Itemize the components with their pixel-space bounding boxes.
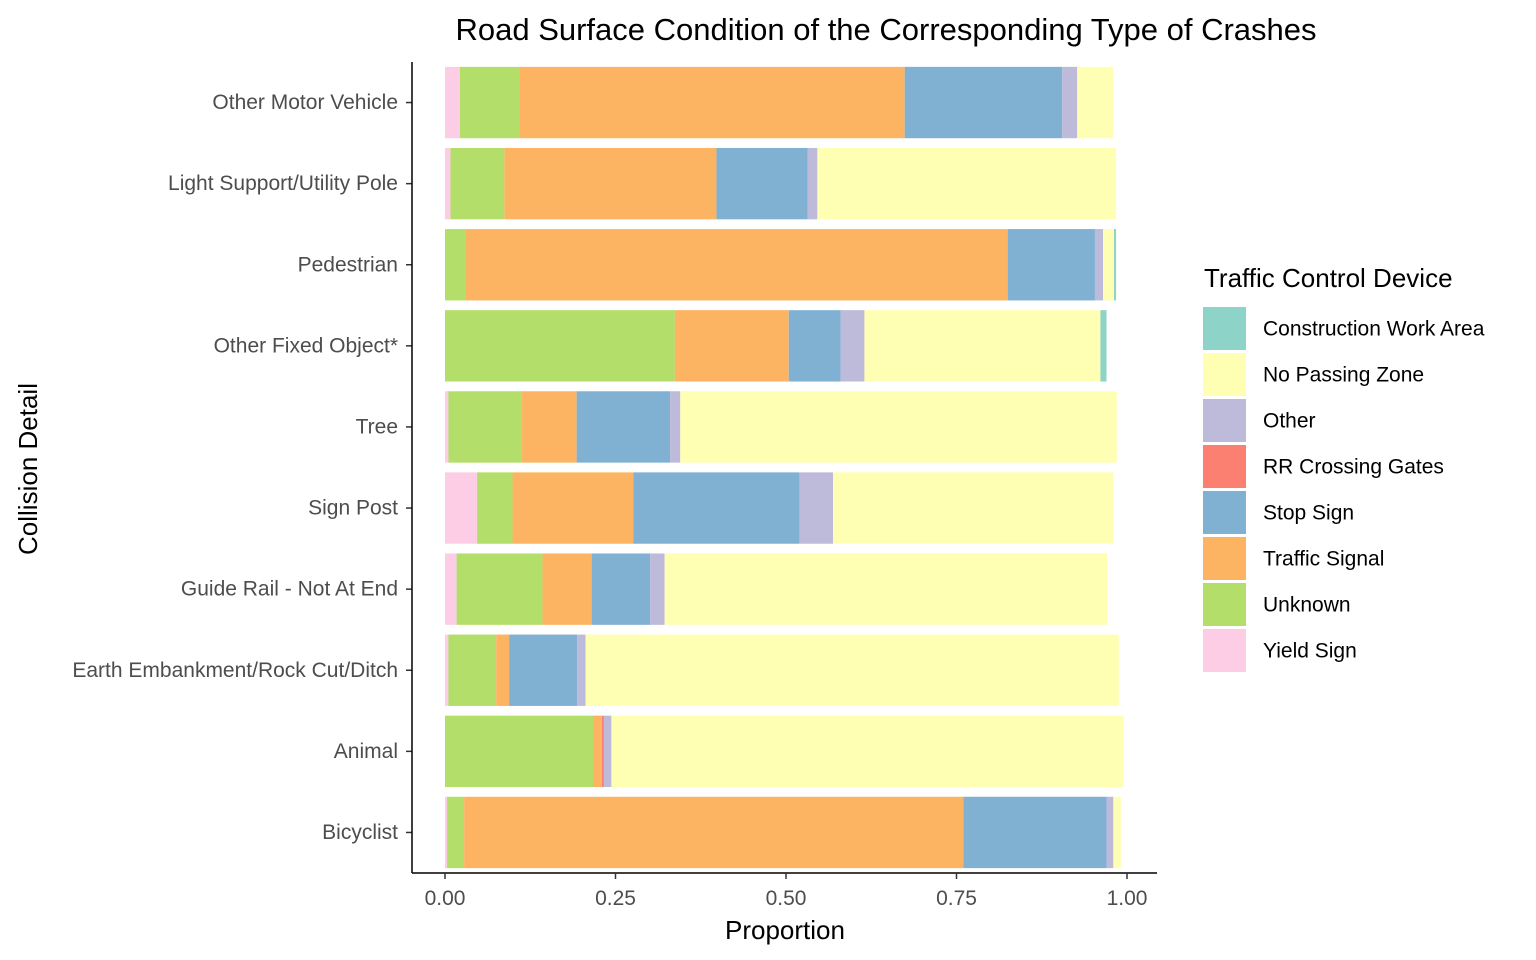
bar-segment-other-motor-vehicle-other bbox=[1062, 66, 1078, 139]
bar-segment-sign-post-stop-sign bbox=[633, 472, 800, 544]
bar-segment-animal-no-passing-zone bbox=[611, 715, 1124, 788]
bar-segment-animal-traffic-signal bbox=[592, 715, 602, 788]
y-tick-label: Other Fixed Object* bbox=[214, 334, 398, 357]
legend-title: Traffic Control Device bbox=[1204, 263, 1453, 293]
bar-segment-tree-traffic-signal bbox=[521, 391, 577, 463]
legend-label: Other bbox=[1263, 410, 1316, 433]
bar-segment-pedestrian-unknown bbox=[445, 229, 466, 301]
y-tick-label: Tree bbox=[356, 415, 398, 438]
bar-segment-other-fixed-object-traffic-signal bbox=[674, 310, 789, 382]
x-tick-label: 1.00 bbox=[1107, 887, 1148, 910]
bar-segment-tree-stop-sign bbox=[576, 391, 671, 463]
bar-segment-light-support-utility-pole-unknown bbox=[450, 147, 505, 220]
y-axis-title: Collision Detail bbox=[13, 383, 43, 555]
bar-segment-pedestrian-stop-sign bbox=[1007, 229, 1095, 301]
bar-segment-other-motor-vehicle-no-passing-zone bbox=[1077, 66, 1114, 139]
x-tick-label: 0.00 bbox=[425, 887, 466, 910]
legend: Traffic Control Device Construction Work… bbox=[1203, 263, 1485, 672]
bar-segment-earth-embankment-rock-cut-ditch-other bbox=[577, 634, 586, 706]
bar-segment-other-motor-vehicle-stop-sign bbox=[904, 66, 1063, 139]
bar-segment-sign-post-unknown bbox=[477, 472, 513, 544]
bar-segment-other-fixed-object-no-passing-zone bbox=[864, 310, 1101, 382]
bar-segment-light-support-utility-pole-no-passing-zone bbox=[817, 147, 1117, 220]
y-tick-label: Guide Rail - Not At End bbox=[181, 578, 398, 601]
bar-segment-other-motor-vehicle-unknown bbox=[460, 66, 521, 139]
bar-segment-guide-rail-not-at-end-stop-sign bbox=[591, 553, 651, 625]
y-tick-label: Sign Post bbox=[308, 497, 398, 520]
legend-label: Unknown bbox=[1263, 594, 1351, 617]
y-axis: Other Motor Vehicle Light Support/Utility… bbox=[72, 62, 413, 873]
bar-segment-animal-other bbox=[603, 715, 612, 788]
x-tick-label: 0.50 bbox=[766, 887, 807, 910]
legend-label: RR Crossing Gates bbox=[1263, 456, 1444, 479]
bar-segment-earth-embankment-rock-cut-ditch-stop-sign bbox=[509, 634, 578, 706]
y-tick-label: Animal bbox=[334, 740, 398, 763]
bar-segment-other-fixed-object-other bbox=[840, 310, 865, 382]
bar-segment-sign-post-traffic-signal bbox=[512, 472, 634, 544]
bar-segment-tree-yield-sign bbox=[445, 391, 449, 463]
legend-label: Construction Work Area bbox=[1263, 318, 1485, 341]
bar-segment-bicyclist-yield-sign bbox=[445, 796, 448, 869]
bar-segment-guide-rail-not-at-end-other bbox=[650, 553, 665, 625]
y-tick-label: Pedestrian bbox=[298, 253, 398, 276]
legend-swatch-construction-work-area bbox=[1203, 307, 1246, 350]
y-tick-label: Earth Embankment/Rock Cut/Ditch bbox=[72, 659, 398, 682]
y-tick-label: Other Motor Vehicle bbox=[212, 91, 398, 114]
bars-layer bbox=[445, 66, 1124, 869]
bar-segment-sign-post-no-passing-zone bbox=[833, 472, 1114, 544]
bar-segment-guide-rail-not-at-end-unknown bbox=[456, 553, 543, 625]
bar-segment-tree-unknown bbox=[448, 391, 522, 463]
bar-segment-earth-embankment-rock-cut-ditch-no-passing-zone bbox=[585, 634, 1119, 706]
bar-segment-pedestrian-traffic-signal bbox=[465, 229, 1008, 301]
bar-segment-animal-unknown bbox=[445, 715, 593, 788]
chart-title: Road Surface Condition of the Correspond… bbox=[455, 12, 1316, 47]
y-tick-label: Bicyclist bbox=[322, 821, 398, 844]
legend-swatch-other bbox=[1203, 399, 1246, 442]
bar-segment-earth-embankment-rock-cut-ditch-traffic-signal bbox=[496, 634, 510, 706]
bar-segment-guide-rail-not-at-end-yield-sign bbox=[445, 553, 457, 625]
legend-swatch-rr-crossing-gates bbox=[1203, 445, 1246, 488]
bar-segment-pedestrian-no-passing-zone bbox=[1103, 229, 1115, 301]
bar-segment-animal-rr-crossing-gates bbox=[601, 715, 604, 788]
legend-label: Yield Sign bbox=[1263, 640, 1357, 663]
bar-segment-sign-post-other bbox=[799, 472, 834, 544]
legend-label: Stop Sign bbox=[1263, 502, 1354, 525]
bar-segment-other-fixed-object-stop-sign bbox=[788, 310, 841, 382]
bar-segment-earth-embankment-rock-cut-ditch-yield-sign bbox=[445, 634, 449, 706]
legend-swatch-stop-sign bbox=[1203, 491, 1246, 534]
legend-label: Traffic Signal bbox=[1263, 548, 1384, 571]
bar-segment-other-fixed-object-unknown bbox=[445, 310, 675, 382]
bar-segment-pedestrian-other bbox=[1094, 229, 1104, 301]
legend-swatch-yield-sign bbox=[1203, 629, 1246, 672]
bar-segment-tree-no-passing-zone bbox=[680, 391, 1117, 463]
legend-swatch-no-passing-zone bbox=[1203, 353, 1246, 396]
bar-segment-earth-embankment-rock-cut-ditch-unknown bbox=[448, 634, 497, 706]
x-tick-label: 0.75 bbox=[936, 887, 977, 910]
bar-segment-bicyclist-traffic-signal bbox=[464, 796, 964, 869]
bar-segment-bicyclist-other bbox=[1106, 796, 1114, 869]
bar-segment-tree-other bbox=[670, 391, 681, 463]
bar-segment-light-support-utility-pole-stop-sign bbox=[716, 147, 808, 220]
legend-swatch-traffic-signal bbox=[1203, 537, 1246, 580]
x-tick-label: 0.25 bbox=[595, 887, 636, 910]
bar-segment-light-support-utility-pole-traffic-signal bbox=[504, 147, 717, 220]
bar-segment-other-motor-vehicle-traffic-signal bbox=[520, 66, 905, 139]
bar-segment-light-support-utility-pole-yield-sign bbox=[445, 147, 451, 220]
x-axis-title: Proportion bbox=[725, 915, 845, 945]
bar-segment-light-support-utility-pole-other bbox=[807, 147, 818, 220]
bar-segment-pedestrian-construction-work-area bbox=[1114, 229, 1117, 301]
bar-segment-bicyclist-unknown bbox=[447, 796, 465, 869]
legend-label: No Passing Zone bbox=[1263, 364, 1424, 387]
y-tick-label: Light Support/Utility Pole bbox=[168, 172, 398, 195]
bar-segment-other-motor-vehicle-yield-sign bbox=[445, 66, 461, 139]
x-axis: 0.00 0.25 0.50 0.75 1.00 bbox=[412, 872, 1157, 910]
bar-segment-bicyclist-stop-sign bbox=[963, 796, 1107, 869]
bar-segment-bicyclist-no-passing-zone bbox=[1113, 796, 1121, 869]
bar-segment-other-fixed-object-construction-work-area bbox=[1100, 310, 1107, 382]
bar-segment-sign-post-yield-sign bbox=[445, 472, 478, 544]
legend-swatch-unknown bbox=[1203, 583, 1246, 626]
bar-segment-guide-rail-not-at-end-traffic-signal bbox=[542, 553, 592, 625]
bar-segment-guide-rail-not-at-end-no-passing-zone bbox=[664, 553, 1108, 625]
